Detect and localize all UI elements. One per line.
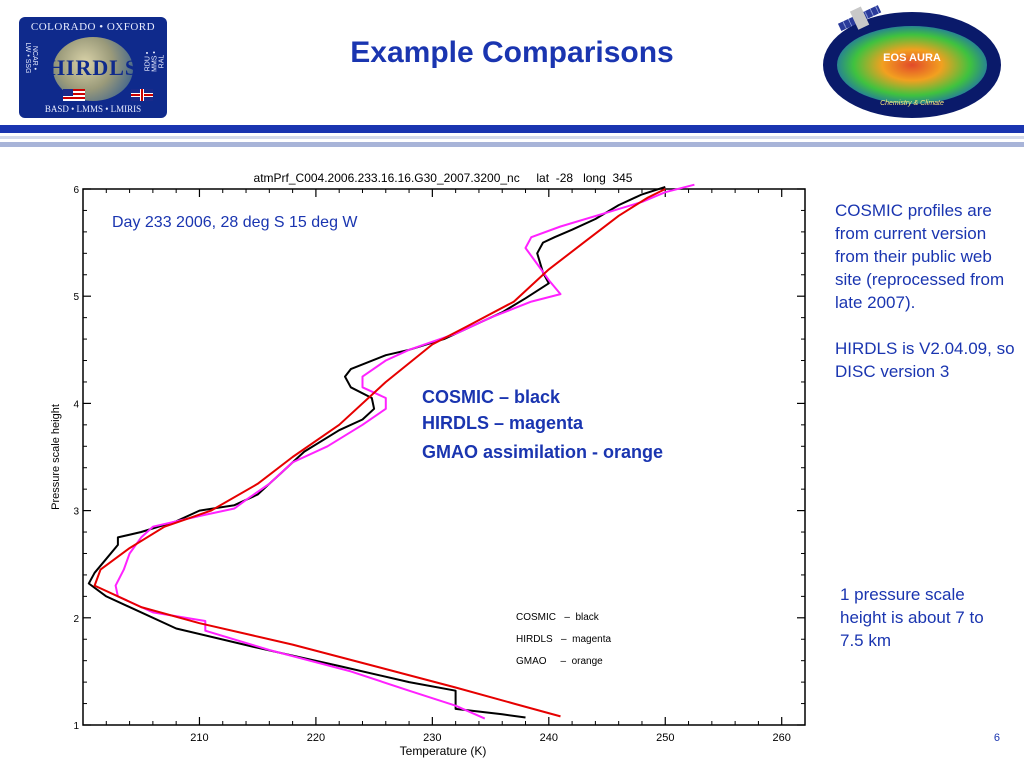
y-tick-label: 2 bbox=[73, 614, 79, 625]
side-notes: COSMIC profiles are from current version… bbox=[835, 199, 1015, 406]
legend-gmao: GMAO – orange bbox=[516, 656, 603, 667]
series-lines bbox=[87, 183, 695, 720]
x-tick-label: 240 bbox=[540, 732, 558, 744]
temperature-profile-chart: atmPrf_C004.2006.233.16.16.G30_2007.3200… bbox=[50, 171, 806, 758]
hirdls-wordmark: HIRDLS bbox=[47, 55, 139, 80]
x-tick-label: 250 bbox=[656, 732, 674, 744]
x-tick-label: 210 bbox=[190, 732, 208, 744]
series-line-gmao bbox=[93, 188, 666, 718]
header-divider-thin bbox=[0, 142, 1024, 147]
legend-cosmic: COSMIC – black bbox=[516, 612, 600, 623]
x-tick-label: 230 bbox=[423, 732, 441, 744]
series-line-cosmic bbox=[87, 185, 666, 719]
earth-map-icon bbox=[837, 26, 987, 104]
axis-ticks: 210 220 230 240 250 260 1 2 3 4 5 6 bbox=[73, 185, 806, 744]
y-tick-label: 4 bbox=[73, 399, 79, 410]
legend-hirdls: HIRDLS – magenta bbox=[516, 634, 611, 645]
hirdls-logo-bottom-text: BASD • LMMS • LMIRIS bbox=[44, 104, 142, 114]
us-flag-icon bbox=[63, 89, 85, 101]
y-tick-label: 3 bbox=[73, 507, 79, 518]
header-divider-light bbox=[0, 136, 1024, 139]
eos-aura-name: EOS AURA bbox=[883, 52, 941, 64]
chart-annotation: Day 233 2006, 28 deg S 15 deg W bbox=[112, 214, 358, 231]
y-tick-label: 5 bbox=[73, 292, 79, 303]
hirdls-logo-right-text: RDU • MMS • RAL bbox=[144, 51, 166, 72]
header-divider bbox=[0, 125, 1024, 133]
eos-aura-logo: EOS AURA Chemistry & Climate bbox=[823, 12, 1001, 118]
inline-legend-hirdls: HIRDLS – magenta bbox=[422, 413, 584, 433]
x-tick-label: 220 bbox=[307, 732, 325, 744]
cosmic-note: COSMIC profiles are from current version… bbox=[835, 201, 1005, 312]
hirdls-logo-left-text: NCAR • LW • SSG bbox=[24, 42, 38, 74]
hirdls-logo: COLORADO • OXFORD HIRDLS NCAR • LW • SSG… bbox=[19, 17, 167, 118]
x-axis-label: Temperature (K) bbox=[400, 744, 487, 758]
y-axis-label: Pressure scale height bbox=[50, 404, 62, 510]
inline-legend-gmao: GMAO assimilation - orange bbox=[422, 442, 663, 462]
eos-aura-tagline: Chemistry & Climate bbox=[880, 100, 944, 107]
plot-frame bbox=[82, 188, 806, 726]
y-tick-label: 1 bbox=[73, 721, 79, 732]
uk-flag-icon bbox=[131, 89, 153, 101]
slide-title: Example Comparisons bbox=[350, 36, 674, 69]
hirdls-note: HIRDLS is V2.04.09, so DISC version 3 bbox=[835, 339, 1015, 381]
x-tick-label: 260 bbox=[773, 732, 791, 744]
y-tick-label: 6 bbox=[73, 185, 79, 196]
chart-title: atmPrf_C004.2006.233.16.16.G30_2007.3200… bbox=[254, 171, 633, 185]
hirdls-logo-top-text: COLORADO • OXFORD bbox=[30, 21, 156, 33]
inline-legend-cosmic: COSMIC – black bbox=[422, 387, 561, 407]
page-number: 6 bbox=[993, 732, 1000, 744]
scale-height-note: 1 pressure scale height is about 7 to 7.… bbox=[840, 585, 984, 650]
